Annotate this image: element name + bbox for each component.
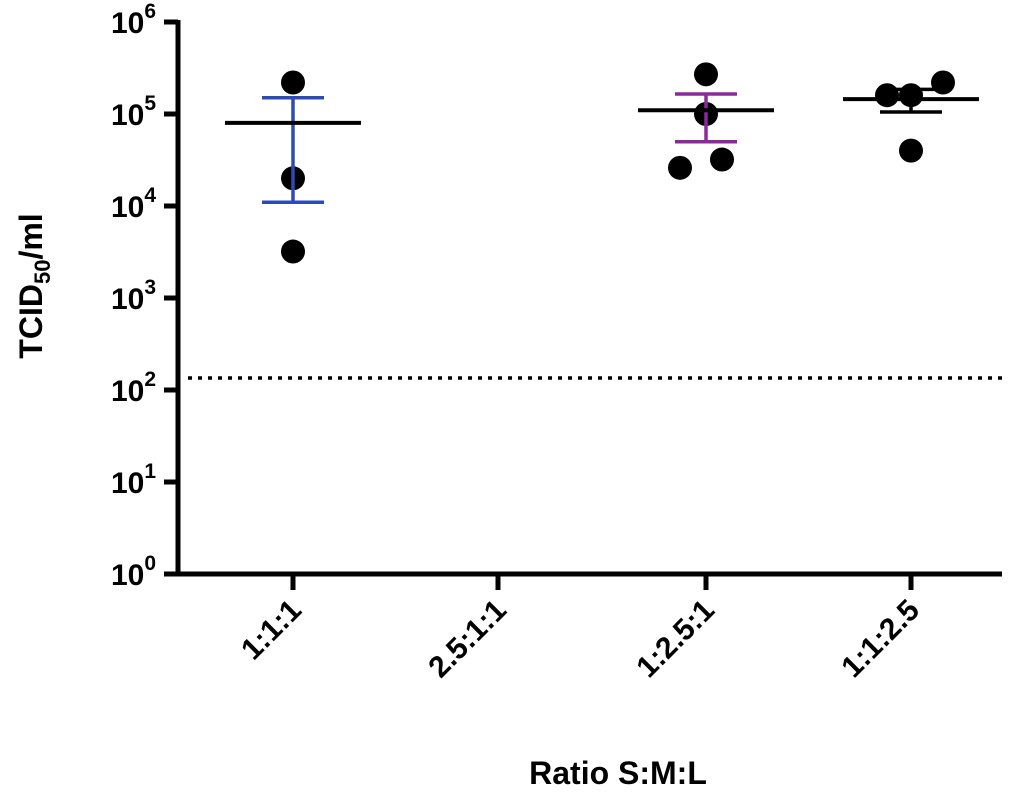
y-tick-label: 102 [111,368,156,408]
y-tick-label: 100 [111,552,156,592]
data-point [694,62,718,87]
data-point [281,70,305,95]
data-point [668,155,692,180]
y-axis-ticks: 100 101 102 103 104 105 106 [111,0,178,592]
y-tick-label: 103 [111,276,156,316]
x-tick-label: 1:1:2.5 [835,594,926,685]
x-tick-label: 2.5:1:1 [422,594,513,685]
data-point [710,147,734,172]
data-marks [225,62,979,264]
x-axis-ticks: 1:1:1 2.5:1:1 1:2.5:1 1:1:2.5 [235,574,926,684]
data-point [899,138,923,163]
y-tick-label: 101 [111,460,156,500]
data-point [875,83,899,108]
x-axis-label: Ratio S:M:L [529,755,707,791]
data-point [281,239,305,264]
y-axis-label: TCID50/ml [13,213,55,358]
x-tick-label: 1:2.5:1 [630,594,721,685]
y-tick-label: 104 [111,184,156,224]
y-tick-label: 105 [111,92,156,132]
x-tick-label: 1:1:1 [235,594,308,667]
y-tick-label: 106 [111,0,156,40]
